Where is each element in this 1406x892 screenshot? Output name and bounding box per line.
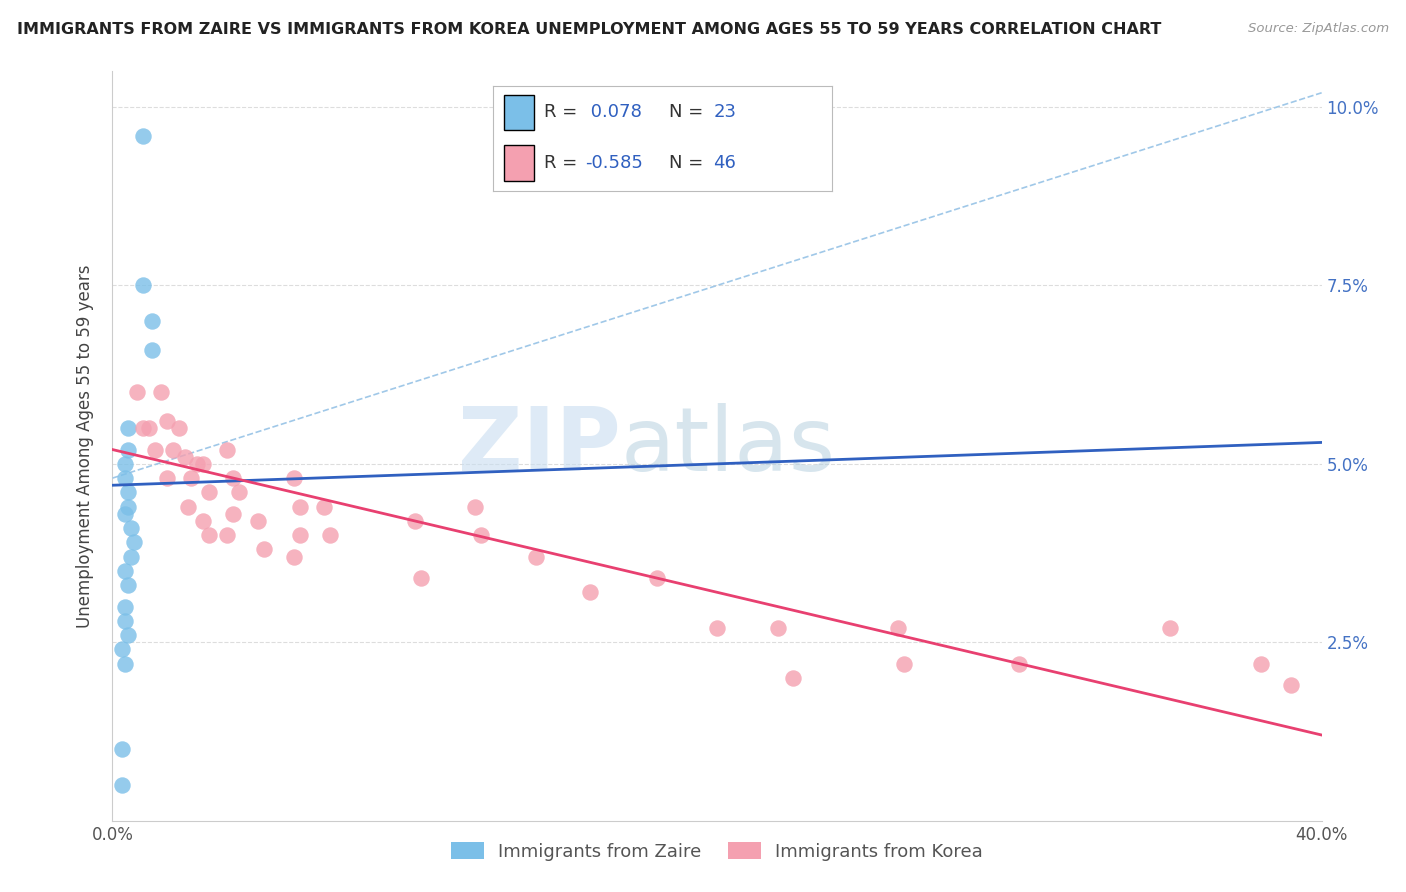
Point <box>132 278 155 293</box>
Point <box>174 450 197 464</box>
Point <box>143 442 166 457</box>
Point <box>125 385 148 400</box>
Point <box>191 457 214 471</box>
Point <box>117 442 139 457</box>
Point <box>167 421 190 435</box>
Point <box>122 535 145 549</box>
Point <box>1008 657 1031 671</box>
Text: Source: ZipAtlas.com: Source: ZipAtlas.com <box>1249 22 1389 36</box>
Point <box>141 343 163 357</box>
Point <box>887 621 910 635</box>
Point <box>156 414 179 428</box>
Point <box>191 514 214 528</box>
Point <box>138 421 160 435</box>
Point <box>217 442 239 457</box>
Text: atlas: atlas <box>620 402 835 490</box>
Point <box>228 485 250 500</box>
Point <box>246 514 269 528</box>
Text: ZIP: ZIP <box>457 402 620 490</box>
Point <box>120 521 142 535</box>
Point <box>117 578 139 592</box>
Point <box>114 614 136 628</box>
Point <box>222 471 245 485</box>
Point <box>141 314 163 328</box>
Point <box>314 500 336 514</box>
Point <box>1250 657 1272 671</box>
Point <box>114 507 136 521</box>
Point <box>120 549 142 564</box>
Text: IMMIGRANTS FROM ZAIRE VS IMMIGRANTS FROM KOREA UNEMPLOYMENT AMONG AGES 55 TO 59 : IMMIGRANTS FROM ZAIRE VS IMMIGRANTS FROM… <box>17 22 1161 37</box>
Point <box>198 485 221 500</box>
Point <box>1159 621 1181 635</box>
Point <box>524 549 547 564</box>
Point <box>177 500 200 514</box>
Point <box>149 385 172 400</box>
Point <box>782 671 804 685</box>
Point <box>114 657 136 671</box>
Point <box>156 471 179 485</box>
Point <box>404 514 426 528</box>
Point <box>470 528 492 542</box>
Point <box>117 628 139 642</box>
Point <box>222 507 245 521</box>
Point <box>253 542 276 557</box>
Point <box>132 128 155 143</box>
Point <box>132 421 155 435</box>
Point <box>766 621 789 635</box>
Point <box>288 528 311 542</box>
Point <box>283 471 305 485</box>
Point <box>114 599 136 614</box>
Point <box>117 500 139 514</box>
Point <box>162 442 184 457</box>
Point <box>117 485 139 500</box>
Point <box>217 528 239 542</box>
Point <box>110 778 132 792</box>
Point <box>198 528 221 542</box>
Point <box>180 471 202 485</box>
Y-axis label: Unemployment Among Ages 55 to 59 years: Unemployment Among Ages 55 to 59 years <box>76 264 94 628</box>
Point <box>645 571 668 585</box>
Point <box>288 500 311 514</box>
Point <box>110 642 132 657</box>
Point <box>283 549 305 564</box>
Point <box>409 571 432 585</box>
Point <box>114 564 136 578</box>
Point <box>579 585 602 599</box>
Point <box>893 657 915 671</box>
Point <box>319 528 342 542</box>
Legend: Immigrants from Zaire, Immigrants from Korea: Immigrants from Zaire, Immigrants from K… <box>444 835 990 868</box>
Point <box>114 471 136 485</box>
Point <box>117 421 139 435</box>
Point <box>186 457 208 471</box>
Point <box>464 500 486 514</box>
Point <box>706 621 728 635</box>
Point <box>1279 678 1302 692</box>
Point <box>110 742 132 756</box>
Point <box>114 457 136 471</box>
